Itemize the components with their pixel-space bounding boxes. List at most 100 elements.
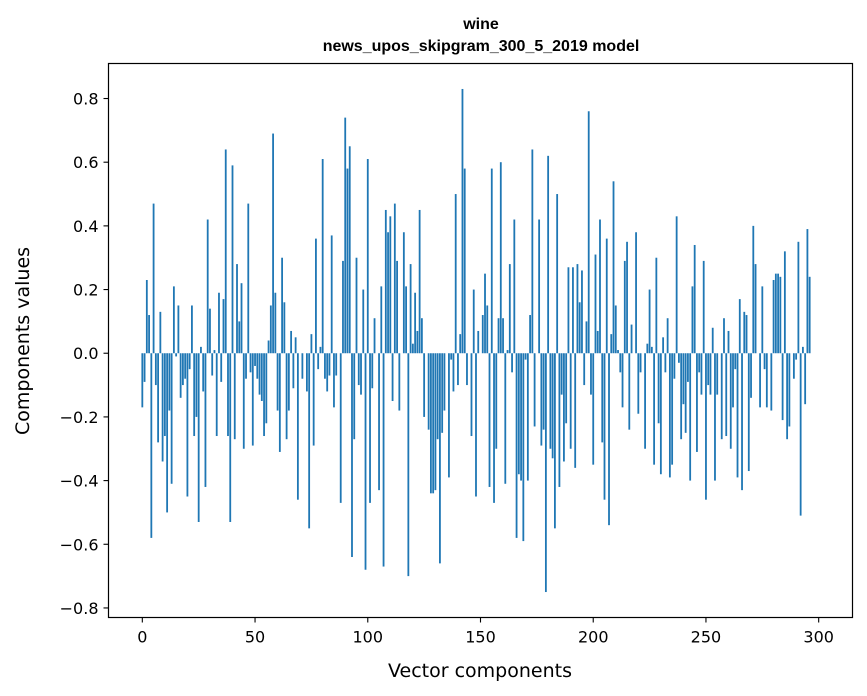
bar [272, 133, 274, 354]
bar [520, 353, 522, 481]
bar [592, 353, 595, 465]
bar [387, 232, 389, 354]
bar [581, 270, 583, 354]
bar [659, 353, 662, 475]
bar [229, 353, 232, 522]
bar [251, 353, 254, 446]
bar [405, 286, 408, 354]
y-tick-label: −0.6 [60, 535, 99, 554]
bar [249, 353, 252, 373]
bar [745, 315, 748, 354]
bar [502, 318, 504, 354]
bar [747, 353, 750, 472]
bar [382, 353, 385, 567]
y-tick-label: −0.4 [60, 472, 99, 491]
bar [441, 353, 444, 433]
bar [163, 353, 166, 437]
plot-frame [107, 62, 854, 619]
bar [477, 330, 480, 354]
bar [254, 353, 256, 366]
x-tick-label: 200 [578, 628, 609, 647]
bar [608, 353, 610, 526]
bar [263, 353, 265, 437]
bar [247, 203, 250, 354]
bar [274, 292, 277, 354]
bar [312, 353, 315, 446]
bar [222, 299, 225, 354]
bar [191, 305, 193, 354]
bar [601, 353, 604, 443]
bar [680, 353, 683, 440]
bar [429, 353, 432, 494]
bar [276, 353, 279, 411]
bar [143, 353, 146, 382]
bar [594, 254, 597, 354]
bar [691, 286, 694, 354]
bar [648, 289, 651, 354]
chart-title-line1: wine [462, 16, 499, 33]
bar [448, 353, 450, 478]
bar [466, 353, 468, 386]
bar [355, 257, 358, 354]
bar [750, 353, 752, 398]
bar [563, 353, 565, 462]
bar [342, 260, 344, 354]
bar [619, 353, 622, 373]
bar [508, 264, 511, 354]
bar [186, 353, 189, 497]
bar [709, 353, 712, 395]
bar [720, 353, 723, 440]
bar [166, 353, 169, 513]
bar [427, 353, 430, 430]
bar [472, 289, 475, 354]
bar [396, 260, 398, 354]
y-tick-label: 0.6 [73, 153, 98, 172]
bar [560, 353, 563, 395]
bar [200, 346, 202, 354]
bar [725, 353, 728, 437]
bar [488, 353, 491, 487]
bar [278, 353, 281, 452]
bar [653, 353, 656, 465]
bar [452, 353, 455, 392]
bar [402, 232, 405, 354]
bar [373, 318, 376, 354]
bar [806, 229, 809, 354]
bar [310, 334, 313, 354]
bar [145, 280, 148, 354]
bar [621, 353, 624, 408]
x-tick-label: 100 [352, 628, 383, 647]
y-tick-label: 0.2 [73, 281, 98, 300]
bar [292, 353, 295, 389]
bar [420, 318, 423, 354]
bar [389, 216, 392, 354]
bar [630, 324, 633, 354]
bar [599, 219, 601, 354]
bar [569, 353, 572, 449]
bar [499, 162, 502, 354]
bar [287, 353, 290, 411]
bar [317, 353, 320, 370]
bar [213, 350, 216, 354]
bar [364, 353, 367, 570]
bar [418, 209, 421, 354]
bar [781, 353, 784, 421]
chart-title-line2: news_upos_skipgram_300_5_2019 model [323, 38, 640, 55]
bar [179, 353, 182, 398]
bar [211, 353, 214, 376]
bar [416, 330, 419, 354]
bar [786, 353, 789, 440]
y-axis-label: Components values [12, 247, 34, 435]
bar [414, 292, 417, 354]
bar [423, 353, 426, 417]
x-axis-label: Vector components [388, 660, 572, 682]
bar [741, 353, 743, 491]
bar [801, 346, 804, 354]
bar [432, 353, 435, 494]
bar [529, 315, 532, 354]
bar [517, 353, 520, 475]
bar [344, 117, 347, 354]
bar [150, 353, 153, 538]
bar [637, 353, 640, 414]
bar [224, 149, 227, 354]
